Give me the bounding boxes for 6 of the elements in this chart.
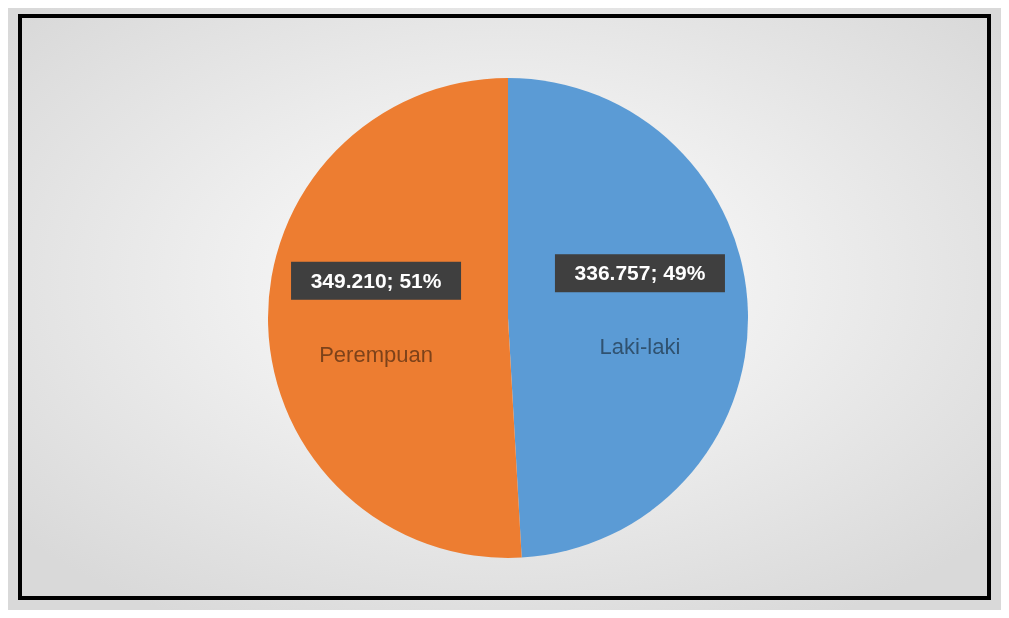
pie-slice xyxy=(268,78,522,558)
slice-label: Laki-laki xyxy=(599,334,681,360)
pie-slice xyxy=(508,78,748,558)
data-label: 336.757; 49% xyxy=(574,261,706,285)
data-label: 349.210; 51% xyxy=(310,268,442,292)
slice-label: Perempuan xyxy=(319,341,433,367)
